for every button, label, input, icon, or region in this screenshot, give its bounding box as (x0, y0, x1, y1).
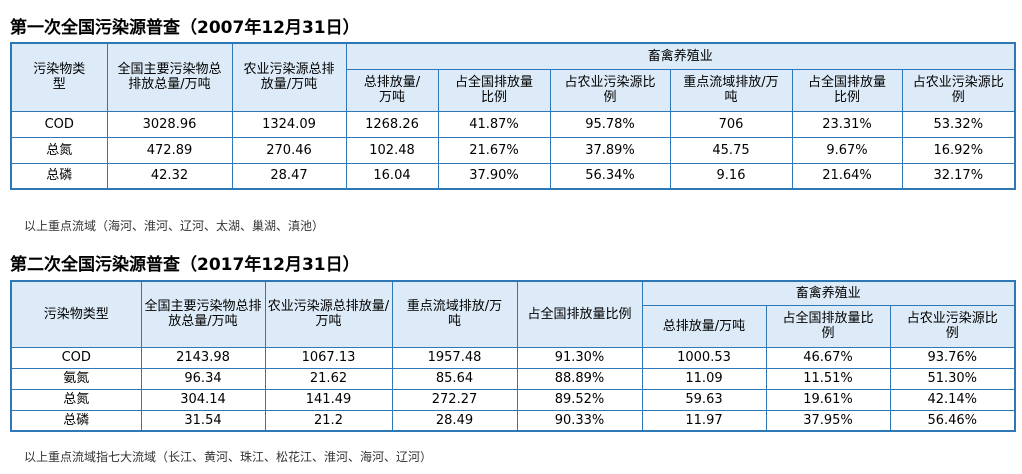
table-cell: 1268.26 (345, 110, 439, 138)
table-cell: 16.04 (345, 162, 439, 190)
survey2-table: 污染物类型 全国主要污染物总排放总量/万吨 农业污染源总排放量/万吨 重点流域排… (10, 280, 1016, 432)
table-cell: 19.61% (765, 388, 891, 411)
header-basin-agri-share: 占农业污染源比例 (901, 68, 1016, 112)
table-cell: 42.32 (106, 162, 233, 190)
header-national-total: 全国主要污染物总排放总量/万吨 (106, 42, 233, 112)
header-pollutant-type: 污染物类型 (10, 42, 108, 112)
table-cell: 2143.98 (140, 346, 266, 369)
table-row: 氨氮 96.34 21.62 85.64 88.89% 11.09 11.51%… (10, 367, 1016, 390)
survey2-note: 以上重点流域指七大流域（长江、黄河、珠江、松花江、淮河、海河、辽河） (24, 450, 433, 464)
table-cell: 21.67% (437, 136, 551, 164)
table-cell: 93.76% (889, 346, 1016, 369)
table-row: 总氮 304.14 141.49 272.27 89.52% 59.63 19.… (10, 388, 1016, 411)
header-basin-emission: 重点流域排放/万吨 (391, 280, 518, 348)
table-cell: 1000.53 (641, 346, 767, 369)
table-cell: 1067.13 (264, 346, 393, 369)
table-cell: 28.47 (231, 162, 347, 190)
row-label: COD (10, 346, 142, 369)
table-row: COD 2143.98 1067.13 1957.48 91.30% 1000.… (10, 346, 1016, 369)
table-cell: 21.2 (264, 409, 393, 432)
table-cell: 51.30% (889, 367, 1016, 390)
row-label: 总磷 (10, 162, 108, 190)
table-cell: 1324.09 (231, 110, 347, 138)
table-cell: 21.64% (791, 162, 903, 190)
table-cell: 91.30% (516, 346, 643, 369)
table-cell: 16.92% (901, 136, 1016, 164)
header-livestock-total: 总排放量/万吨 (345, 68, 439, 112)
table-cell: 472.89 (106, 136, 233, 164)
table-cell: 85.64 (391, 367, 518, 390)
table-cell: 32.17% (901, 162, 1016, 190)
header-agri-total: 农业污染源总排放量/万吨 (264, 280, 393, 348)
table-row: 总磷 31.54 21.2 28.49 90.33% 11.97 37.95% … (10, 409, 1016, 432)
table-cell: 95.78% (549, 110, 671, 138)
survey1-table: 污染物类型 全国主要污染物总排放总量/万吨 农业污染源总排放量/万吨 畜禽养殖业… (10, 42, 1017, 190)
table-cell: 53.32% (901, 110, 1016, 138)
table-cell: 11.09 (641, 367, 767, 390)
header-livestock-national-share: 占全国排放量比例 (437, 68, 551, 112)
table-row: 总磷 42.32 28.47 16.04 37.90% 56.34% 9.16 … (10, 162, 1016, 190)
table-cell: 90.33% (516, 409, 643, 432)
table-cell: 46.67% (765, 346, 891, 369)
table-cell: 37.89% (549, 136, 671, 164)
header-basin-national-share: 占全国排放量比例 (516, 280, 643, 348)
header-agri-total: 农业污染源总排放量/万吨 (231, 42, 347, 112)
table-cell: 11.51% (765, 367, 891, 390)
row-label: 总氮 (10, 388, 142, 411)
row-label: 氨氮 (10, 367, 142, 390)
table-cell: 270.46 (231, 136, 347, 164)
table-cell: 37.90% (437, 162, 551, 190)
survey2-title: 第二次全国污染源普查（2017年12月31日） (10, 255, 360, 275)
table-cell: 272.27 (391, 388, 518, 411)
table-cell: 31.54 (140, 409, 266, 432)
table-cell: 42.14% (889, 388, 1016, 411)
table-cell: 102.48 (345, 136, 439, 164)
survey1-note: 以上重点流域（海河、淮河、辽河、太湖、巢湖、滇池） (24, 219, 325, 233)
table-cell: 9.67% (791, 136, 903, 164)
table-cell: 56.46% (889, 409, 1016, 432)
table-cell: 45.75 (669, 136, 793, 164)
table-cell: 59.63 (641, 388, 767, 411)
table-cell: 41.87% (437, 110, 551, 138)
table-cell: 9.16 (669, 162, 793, 190)
header-livestock-total: 总排放量/万吨 (641, 304, 767, 348)
table-cell: 141.49 (264, 388, 393, 411)
header-national-total: 全国主要污染物总排放总量/万吨 (140, 280, 266, 348)
table-cell: 706 (669, 110, 793, 138)
table-cell: 21.62 (264, 367, 393, 390)
header-basin-emission: 重点流域排放/万吨 (669, 68, 793, 112)
table-cell: 3028.96 (106, 110, 233, 138)
header-livestock-agri-share: 占农业污染源比例 (889, 304, 1016, 348)
header-basin-national-share: 占全国排放量比例 (791, 68, 903, 112)
header-livestock-agri-share: 占农业污染源比例 (549, 68, 671, 112)
table-cell: 56.34% (549, 162, 671, 190)
table-cell: 96.34 (140, 367, 266, 390)
survey1-title: 第一次全国污染源普查（2007年12月31日） (10, 18, 360, 38)
table-cell: 304.14 (140, 388, 266, 411)
header-pollutant-type: 污染物类型 (10, 280, 142, 348)
table-row: 总氮 472.89 270.46 102.48 21.67% 37.89% 45… (10, 136, 1016, 164)
header-livestock-group: 畜禽养殖业 (641, 280, 1016, 306)
table-cell: 89.52% (516, 388, 643, 411)
row-label: 总氮 (10, 136, 108, 164)
table-cell: 23.31% (791, 110, 903, 138)
table-row: COD 3028.96 1324.09 1268.26 41.87% 95.78… (10, 110, 1016, 138)
table-cell: 28.49 (391, 409, 518, 432)
header-livestock-national-share: 占全国排放量比例 (765, 304, 891, 348)
row-label: 总磷 (10, 409, 142, 432)
row-label: COD (10, 110, 108, 138)
table-cell: 11.97 (641, 409, 767, 432)
table-cell: 37.95% (765, 409, 891, 432)
header-livestock-group: 畜禽养殖业 (345, 42, 1016, 70)
table-cell: 1957.48 (391, 346, 518, 369)
table-cell: 88.89% (516, 367, 643, 390)
